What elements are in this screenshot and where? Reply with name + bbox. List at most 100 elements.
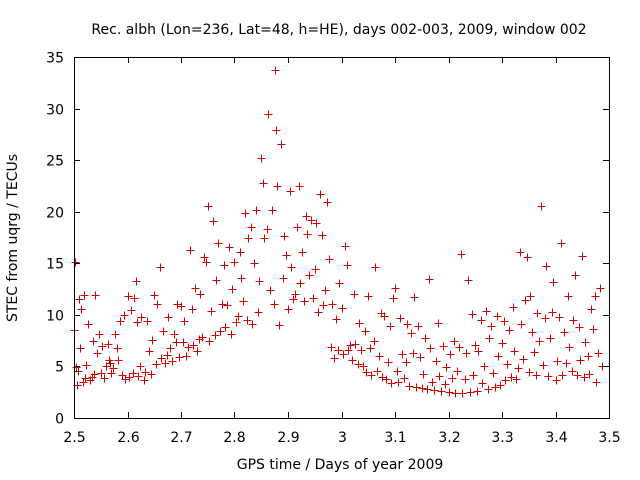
data-point <box>575 323 584 332</box>
data-point <box>581 338 590 347</box>
data-point <box>205 337 214 346</box>
data-point <box>330 354 339 363</box>
data-point <box>220 261 229 270</box>
x-tick-label: 2.9 <box>277 430 299 446</box>
data-point <box>207 307 216 316</box>
data-point <box>166 344 175 353</box>
data-point <box>565 343 574 352</box>
data-point <box>435 372 444 381</box>
data-point <box>79 378 88 387</box>
data-point <box>503 360 512 369</box>
data-point <box>116 317 125 326</box>
data-point <box>137 313 146 322</box>
data-point <box>423 385 432 394</box>
data-point <box>179 338 188 347</box>
data-point <box>120 311 129 320</box>
data-point <box>509 303 518 312</box>
data-point <box>170 330 179 339</box>
x-tick-label: 2.8 <box>223 430 245 446</box>
data-point <box>250 259 259 268</box>
data-point <box>496 381 505 390</box>
data-point <box>387 379 396 388</box>
data-point <box>312 219 321 228</box>
data-point <box>177 302 186 311</box>
y-tick-label: 30 <box>46 103 64 119</box>
data-point <box>355 319 364 328</box>
data-point <box>191 284 200 293</box>
data-point <box>280 232 289 241</box>
data-point <box>430 386 439 395</box>
data-point <box>418 384 427 393</box>
data-point <box>223 301 232 310</box>
data-point <box>519 355 528 364</box>
data-point <box>200 253 209 262</box>
data-point <box>286 187 295 196</box>
data-point <box>453 367 462 376</box>
data-point <box>289 295 298 304</box>
data-point <box>302 212 311 221</box>
data-point <box>132 277 141 286</box>
data-point <box>403 320 412 329</box>
data-point <box>366 344 375 353</box>
data-point <box>416 353 425 362</box>
data-point <box>270 300 279 309</box>
data-point <box>332 315 341 324</box>
data-point <box>512 375 521 384</box>
data-point <box>93 349 102 358</box>
data-point <box>468 310 477 319</box>
data-point <box>295 182 304 191</box>
data-point <box>533 309 542 318</box>
data-point <box>80 291 89 300</box>
data-point <box>189 341 198 350</box>
data-point <box>311 265 320 274</box>
data-point <box>450 337 459 346</box>
data-point <box>172 338 181 347</box>
data-point <box>578 252 587 261</box>
data-point <box>469 371 478 380</box>
data-point <box>544 372 553 381</box>
data-point <box>537 202 546 211</box>
data-point <box>441 380 450 389</box>
data-point <box>402 358 411 367</box>
y-tick-label: 15 <box>46 257 64 273</box>
data-point <box>478 379 487 388</box>
x-tick-labels: 2.5 2.6 2.7 2.8 2.9 3 3.1 3.2 3.3 3.4 3.5 <box>63 430 620 446</box>
data-point <box>457 250 466 259</box>
data-point <box>528 328 537 337</box>
data-point <box>152 360 161 369</box>
data-point <box>474 347 483 356</box>
data-point <box>287 263 296 272</box>
data-point <box>153 300 162 309</box>
data-point <box>455 343 464 352</box>
y-tick-label: 5 <box>55 360 64 376</box>
data-point <box>98 342 107 351</box>
data-point <box>227 330 236 339</box>
data-point <box>319 301 328 310</box>
data-point <box>104 340 113 349</box>
data-point <box>111 330 120 339</box>
data-point <box>255 277 264 286</box>
data-point <box>553 357 562 366</box>
data-point <box>89 337 98 346</box>
x-tick-label: 2.6 <box>117 430 139 446</box>
data-point <box>393 367 402 376</box>
data-point <box>439 342 448 351</box>
data-point <box>334 346 343 355</box>
data-point <box>228 285 237 294</box>
data-point <box>359 362 368 371</box>
data-point <box>259 179 268 188</box>
data-point <box>585 370 594 379</box>
data-point <box>218 300 227 309</box>
data-point <box>247 223 256 232</box>
data-point <box>489 369 498 378</box>
data-point <box>277 140 286 149</box>
data-point <box>532 371 541 380</box>
data-point <box>378 373 387 382</box>
data-point <box>437 387 446 396</box>
data-point <box>562 359 571 368</box>
data-point <box>548 308 557 317</box>
data-point <box>364 292 373 301</box>
data-point <box>425 275 434 284</box>
data-point <box>106 359 115 368</box>
data-point <box>325 255 334 264</box>
